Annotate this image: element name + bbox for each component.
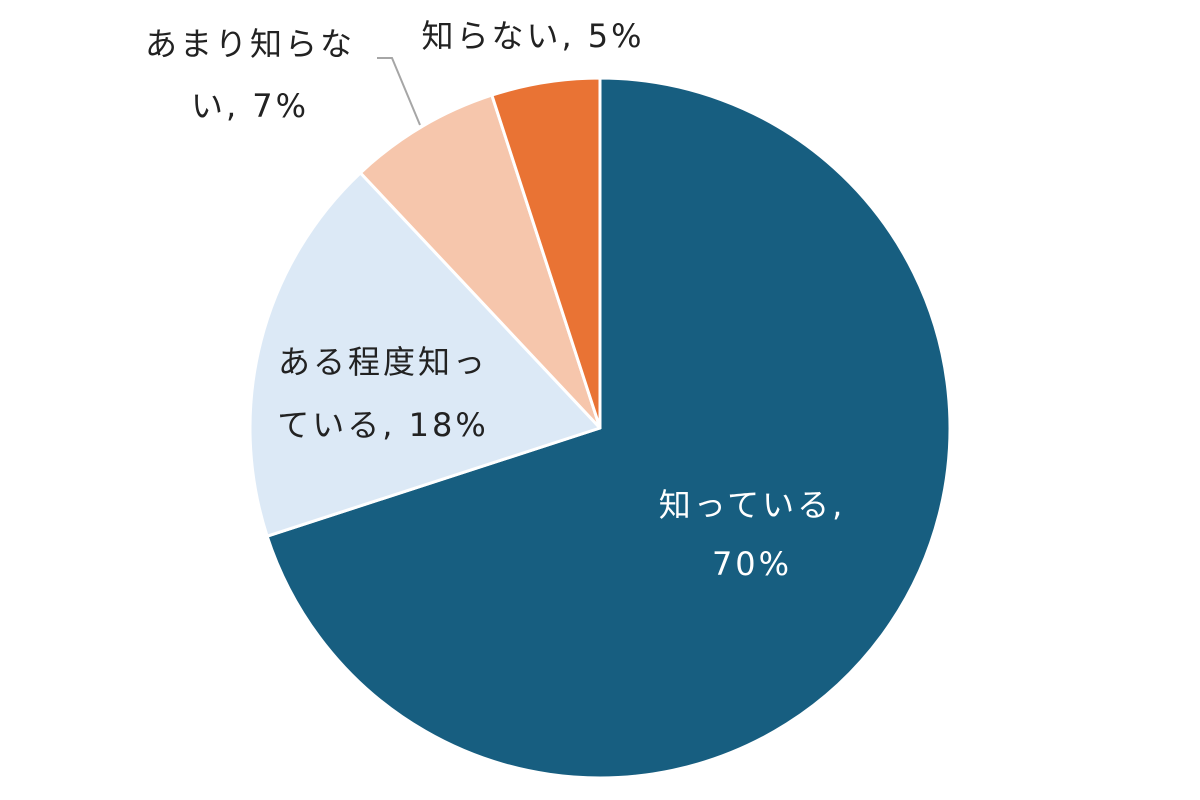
pie-slice-2 [248, 171, 602, 538]
slice-label-line: 70% [712, 545, 792, 583]
slices-layer [248, 76, 952, 780]
slice-label-1: 知っている, 70% [659, 486, 846, 583]
slice-label-line: い, 7% [191, 87, 309, 125]
labels-layer: 知っている, 70% ある程度知っている, 18% あまり知らない, 7% 知らない, … [145, 17, 846, 583]
slice-label-line: 知っている, [659, 486, 846, 524]
leader-lines-layer [377, 57, 421, 126]
pie-slice-3 [358, 93, 602, 430]
leader-line-3 [377, 57, 421, 126]
slice-label-line: 知らない, 5% [421, 17, 644, 55]
slice-label-2: ある程度知っている, 18% [277, 343, 488, 444]
slice-label-line: あまり知らな [145, 25, 355, 63]
pie-slice-1 [265, 76, 952, 780]
pie-slice-4 [490, 76, 602, 430]
slice-label-line: ある程度知っ [278, 343, 488, 381]
slice-label-3: あまり知らない, 7% [145, 25, 355, 125]
slice-label-line: ている, 18% [277, 406, 488, 444]
slice-label-4: 知らない, 5% [421, 17, 644, 55]
